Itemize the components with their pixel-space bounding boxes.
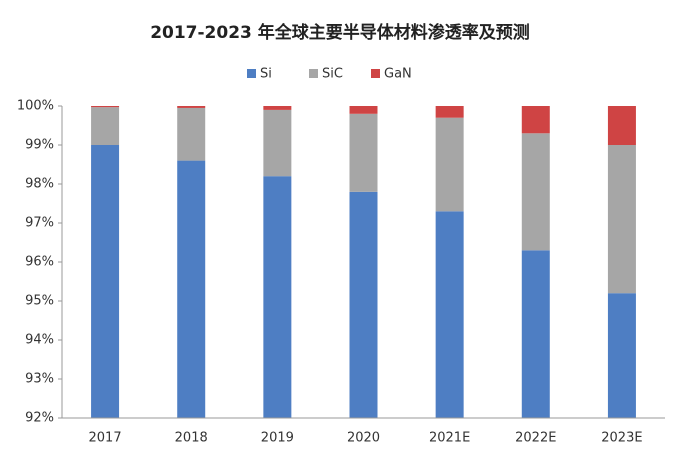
bar-segment [177,107,206,161]
bar-segment [521,250,550,418]
chart-title: 2017-2023 年全球主要半导体材料渗透率及预测 [150,22,530,43]
x-tick-label: 2018 [175,431,208,446]
bar-segment [435,211,464,418]
bar-segment [91,145,120,418]
x-tick-label: 2017 [89,431,122,446]
legend-label: SiC [322,67,343,82]
bar-segment [607,106,636,145]
legend-label: Si [260,67,272,82]
bar-segment [349,191,378,418]
x-tick-label: 2020 [347,431,380,446]
bar-segment [607,293,636,418]
bar-segment [263,109,292,177]
legend-label: GaN [384,67,412,82]
x-tick-label: 2023E [601,431,642,446]
legend-swatch [247,69,256,78]
bar-segment [435,117,464,212]
y-tick-label: 93% [25,372,54,387]
y-tick-label: 94% [25,333,54,348]
legend-swatch [309,69,318,78]
x-tick-label: 2021E [429,431,470,446]
bar-segment [607,145,636,294]
x-tick-label: 2019 [261,431,294,446]
y-tick-label: 92% [25,411,54,426]
bar-segment [435,106,464,118]
bar-segment [349,113,378,192]
bar-segment [91,106,120,108]
y-tick-label: 97% [25,216,54,231]
bar-segment [521,106,550,134]
y-tick-label: 95% [25,294,54,309]
y-tick-label: 100% [17,99,54,114]
y-tick-label: 98% [25,177,54,192]
bar-segment [177,106,206,108]
bar-segment [521,133,550,251]
x-tick-label: 2022E [515,431,556,446]
bar-segment [91,107,120,145]
bar-segment [177,160,206,418]
legend-swatch [371,69,380,78]
bar-segment [349,106,378,114]
bar-segment [263,176,292,418]
y-tick-label: 96% [25,255,54,270]
y-tick-label: 99% [25,138,54,153]
bar-segment [263,106,292,110]
